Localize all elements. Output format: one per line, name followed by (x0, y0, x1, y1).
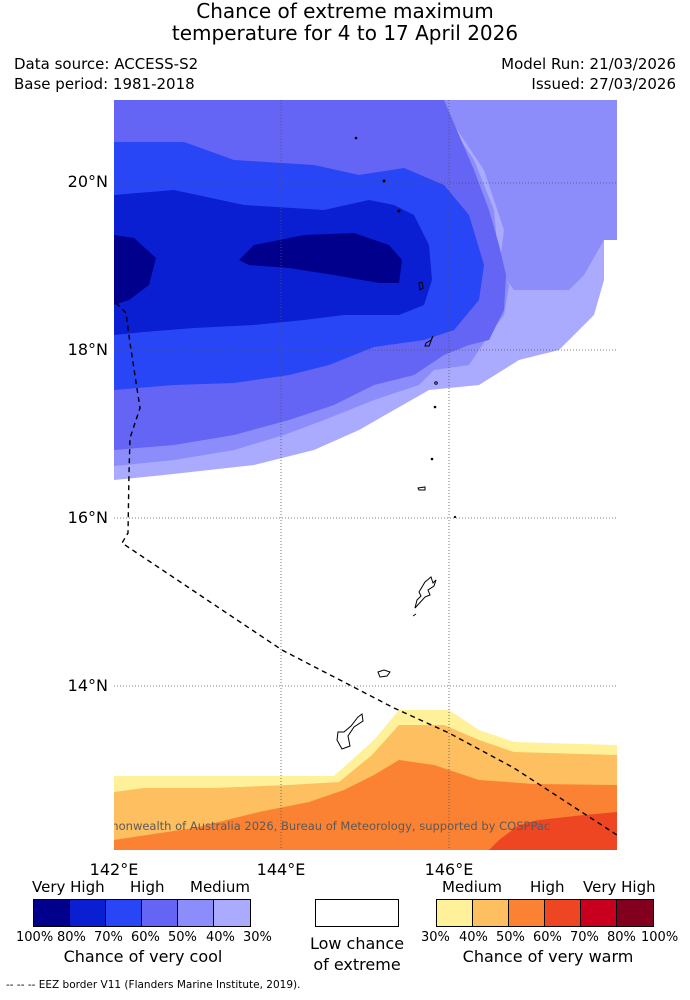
cool-swatch-4 (142, 900, 178, 926)
neutral-label-line2: of extreme (313, 955, 401, 974)
cool-cat-high: High (130, 878, 165, 896)
lat-label-16n: 16°N (67, 508, 108, 527)
warm-tick-50: 50% (496, 930, 525, 945)
cool-tick-40: 40% (206, 930, 235, 945)
cool-region-80pct (114, 233, 402, 305)
issued-date: Issued: 27/03/2026 (531, 75, 676, 93)
lon-label-144e: 144°E (256, 860, 306, 879)
cool-swatch-2 (70, 900, 106, 926)
warm-region-60pct (489, 812, 617, 850)
cool-cat-very-high: Very High (32, 878, 105, 896)
cool-tick-30: 30% (243, 930, 272, 945)
warm-legend-title: Chance of very warm (462, 947, 634, 966)
model-run: Model Run: 21/03/2026 (501, 55, 676, 73)
neutral-swatch (315, 899, 399, 927)
lat-label-20n: 20°N (67, 172, 108, 191)
cool-tick-50: 50% (168, 930, 197, 945)
lon-label-146e: 146°E (424, 860, 474, 879)
island-outlines (336, 136, 457, 750)
warm-tick-40: 40% (459, 930, 488, 945)
data-source: Data source: ACCESS-S2 (14, 55, 199, 73)
copyright-text: © Commonwealth of Australia 2026, Bureau… (114, 819, 550, 833)
map-title-line1: Chance of extreme maximum (196, 0, 494, 23)
eez-border (115, 302, 617, 836)
warm-cat-medium: Medium (442, 878, 502, 896)
warm-color-scale (436, 899, 654, 927)
warm-swatch-2 (473, 900, 509, 926)
lon-label-142e: 142°E (89, 860, 139, 879)
lat-label-14n: 14°N (67, 676, 108, 695)
warm-swatch-4 (545, 900, 581, 926)
warm-swatch-3 (509, 900, 545, 926)
forecast-map: © Commonwealth of Australia 2026, Bureau… (114, 100, 617, 850)
cool-swatch-6 (214, 900, 250, 926)
eez-border-note: -- -- -- EEZ border V11 (Flanders Marine… (6, 979, 301, 991)
cool-tick-60: 60% (131, 930, 160, 945)
warm-tick-70: 70% (570, 930, 599, 945)
warm-swatch-5 (581, 900, 617, 926)
cool-swatch-5 (178, 900, 214, 926)
cool-swatch-1 (34, 900, 70, 926)
cool-tick-100: 100% (16, 930, 54, 945)
warm-swatch-6 (617, 900, 653, 926)
warm-tick-80: 80% (607, 930, 636, 945)
warm-region-50pct (114, 760, 617, 850)
warm-swatch-1 (437, 900, 473, 926)
cool-legend-title: Chance of very cool (63, 947, 223, 966)
warm-tick-30: 30% (421, 930, 450, 945)
map-gridlines (114, 100, 617, 850)
cool-color-scale (33, 899, 251, 927)
map-title-line2: temperature for 4 to 17 April 2026 (171, 21, 519, 45)
cool-tick-70: 70% (94, 930, 123, 945)
warm-cat-high: High (530, 878, 565, 896)
warm-cat-very-high: Very High (583, 878, 656, 896)
lat-label-18n: 18°N (67, 340, 108, 359)
cool-swatch-3 (106, 900, 142, 926)
warm-tick-60: 60% (533, 930, 562, 945)
neutral-label-line1: Low chance (309, 934, 405, 953)
cool-cat-medium: Medium (190, 878, 250, 896)
warm-tick-100: 100% (641, 930, 679, 945)
cool-tick-80: 80% (57, 930, 86, 945)
base-period: Base period: 1981-2018 (14, 75, 195, 93)
